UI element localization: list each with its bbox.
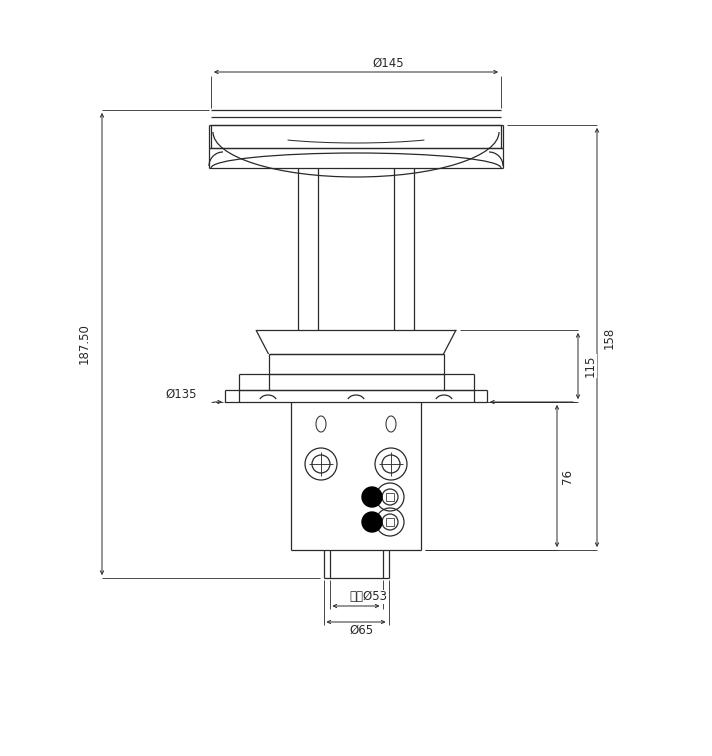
Circle shape bbox=[362, 487, 382, 507]
Text: Ø135: Ø135 bbox=[165, 388, 197, 401]
Text: 115: 115 bbox=[584, 355, 597, 377]
Text: Ø65: Ø65 bbox=[350, 624, 374, 637]
Circle shape bbox=[362, 512, 382, 532]
Text: 内径Ø53: 内径Ø53 bbox=[349, 590, 387, 603]
Bar bbox=[386, 493, 394, 501]
Text: Ø145: Ø145 bbox=[372, 57, 404, 70]
Text: 76: 76 bbox=[560, 469, 573, 484]
Text: 158: 158 bbox=[602, 327, 615, 349]
Text: 187.50: 187.50 bbox=[78, 324, 90, 364]
Bar bbox=[386, 518, 394, 526]
